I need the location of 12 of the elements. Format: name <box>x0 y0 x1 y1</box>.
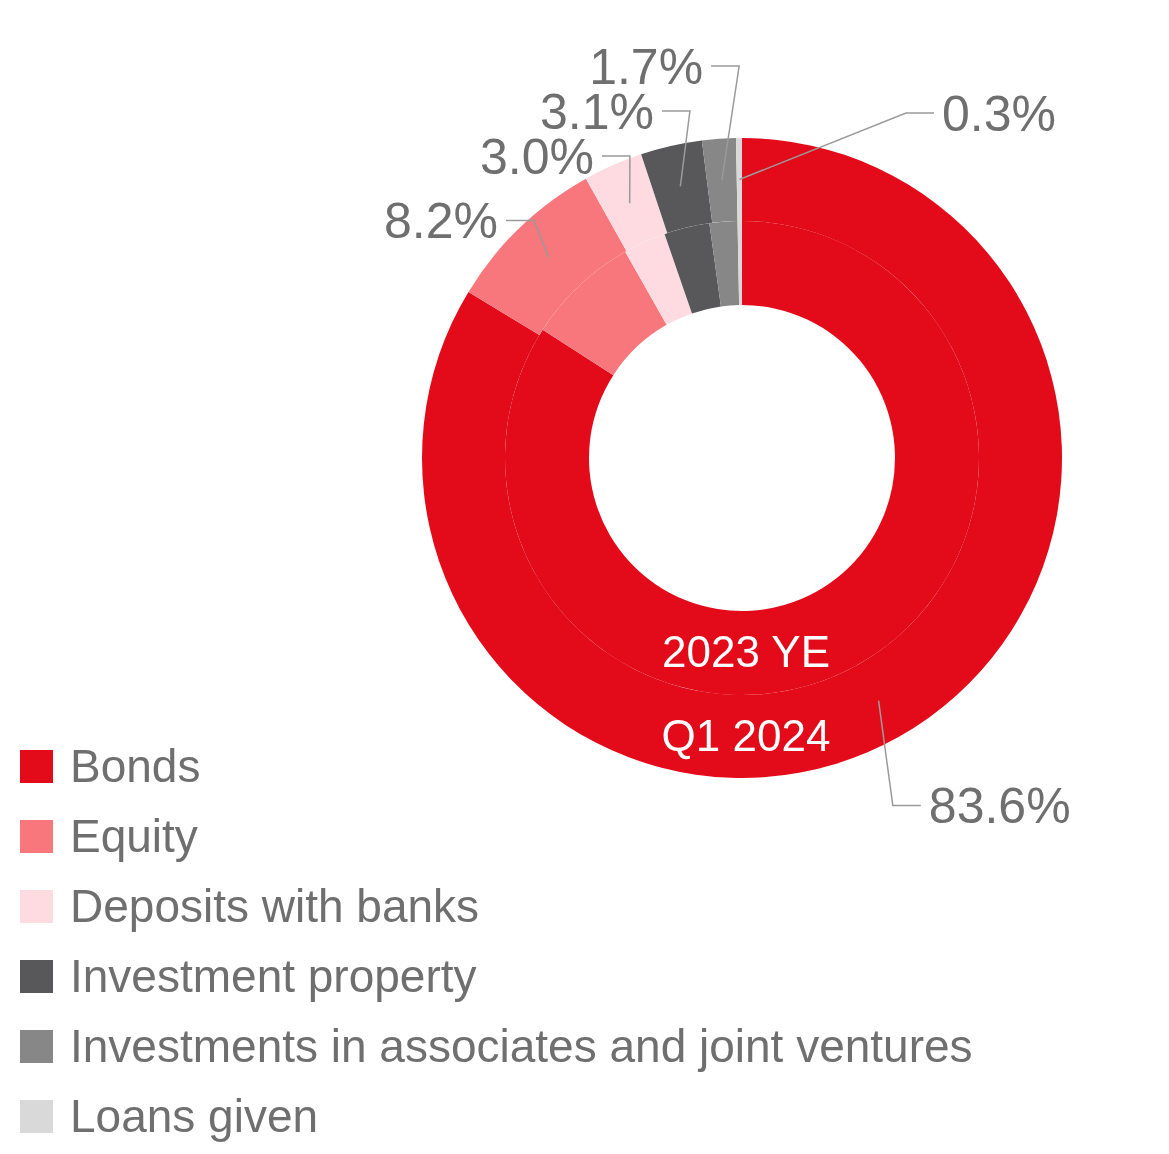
slice-label: 2023 YE <box>661 627 831 676</box>
data-label: 8.2% <box>383 192 498 249</box>
data-label: 0.3% <box>942 85 1056 142</box>
slice-label: Q1 2024 <box>661 710 831 760</box>
legend-label: Investment property <box>70 950 477 1003</box>
legend-label: Bonds <box>70 740 201 793</box>
legend-label: Loans given <box>70 1090 319 1143</box>
data-label: 3.0% <box>479 128 594 185</box>
data-label: 83.6% <box>928 778 1071 835</box>
legend-label: Deposits with banks <box>70 880 480 933</box>
legend-label: Equity <box>70 810 198 863</box>
legend-label: Investments in associates and joint ventures <box>70 1020 973 1073</box>
